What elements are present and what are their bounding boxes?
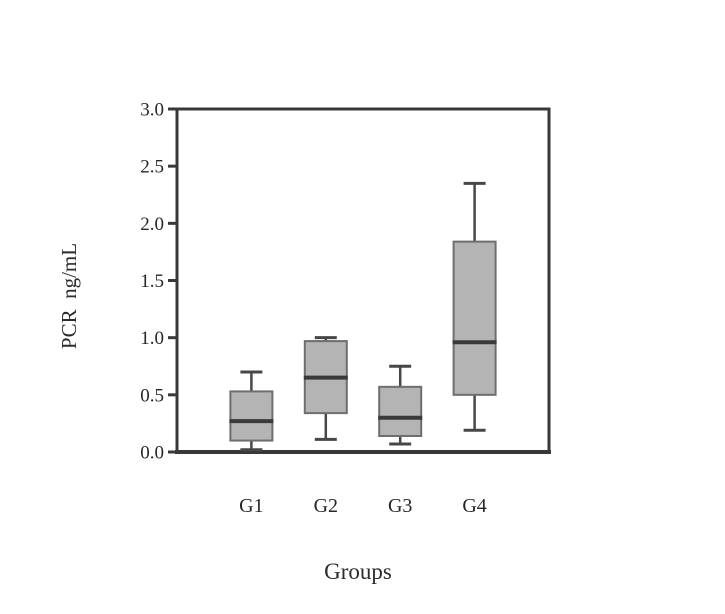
boxplot-g2 — [303, 336, 348, 441]
y-tick-label: 1.0 — [140, 328, 164, 349]
y-tick-label: 0.0 — [140, 443, 164, 464]
x-category-label: G4 — [462, 495, 486, 517]
iqr-box — [229, 390, 274, 442]
y-tick-label: 2.5 — [140, 157, 164, 178]
x-category-label: G2 — [314, 495, 338, 517]
y-tick-label: 3.0 — [140, 100, 164, 121]
x-category-label: G3 — [388, 495, 412, 517]
iqr-box — [378, 385, 423, 437]
boxplot-g3 — [378, 364, 423, 446]
y-axis-title: PCR ng/mL — [57, 242, 81, 350]
x-axis-title: Groups — [324, 559, 392, 584]
y-tick-label: 0.5 — [140, 385, 164, 406]
boxplot-g1 — [229, 370, 274, 452]
iqr-box — [452, 240, 497, 396]
x-category-label: G1 — [239, 495, 263, 517]
boxplot-g4 — [452, 181, 497, 432]
y-tick-label: 1.5 — [140, 271, 164, 292]
y-tick-label: 2.0 — [140, 214, 164, 235]
